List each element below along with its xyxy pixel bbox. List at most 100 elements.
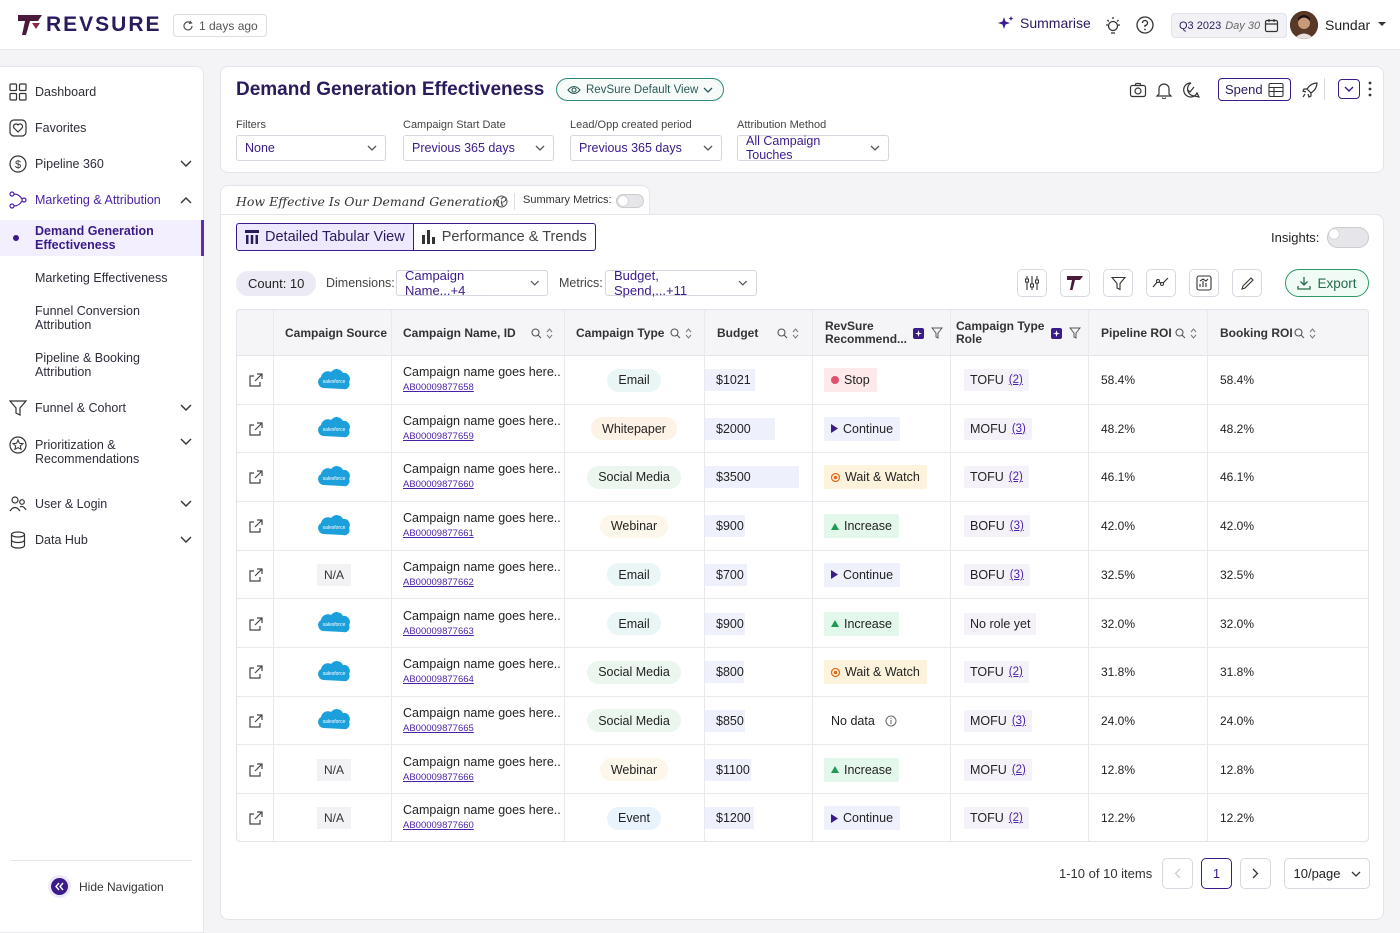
search-icon[interactable] — [670, 327, 681, 339]
campaign-id-link[interactable]: AB00009877665 — [403, 722, 474, 734]
sidebar-item-data-hub[interactable]: Data Hub — [0, 531, 204, 549]
filters-select[interactable]: None — [236, 135, 386, 161]
filter-button[interactable] — [1103, 269, 1133, 297]
campaign-id-link[interactable]: AB00009877661 — [403, 528, 474, 540]
rocket-icon[interactable] — [1301, 81, 1319, 99]
sidebar-item-pipeline-360[interactable]: $ Pipeline 360 — [0, 155, 204, 173]
avatar[interactable] — [1290, 11, 1318, 39]
sidebar-sub-funnel-conversion[interactable]: Funnel Conversion Attribution — [35, 304, 140, 332]
external-link-icon[interactable] — [249, 665, 263, 679]
info-icon[interactable] — [885, 715, 897, 727]
revsure-logo[interactable]: REVSURE — [18, 13, 162, 37]
external-link-icon[interactable] — [249, 811, 263, 825]
sidebar-item-user-login[interactable]: User & Login — [0, 495, 204, 513]
revsure-filter-button[interactable] — [1060, 269, 1090, 297]
sidebar-item-marketing-attribution[interactable]: Marketing & Attribution — [0, 191, 204, 209]
external-link-icon[interactable] — [249, 422, 263, 436]
chart-view-button[interactable] — [1189, 269, 1219, 297]
external-link-icon[interactable] — [249, 616, 263, 631]
role-count-link[interactable]: (2) — [1008, 812, 1023, 825]
campaign-id-link[interactable]: AB00009877664 — [403, 674, 474, 686]
summary-metrics-toggle[interactable] — [616, 194, 644, 208]
external-link-icon[interactable] — [249, 714, 263, 728]
campaign-id-link[interactable]: AB00009877658 — [403, 382, 474, 393]
campaign-id-link[interactable]: AB00009877666 — [403, 771, 474, 783]
search-icon[interactable] — [1175, 327, 1186, 339]
external-link-icon[interactable] — [249, 470, 263, 484]
campaign-id-link[interactable]: AB00009877659 — [403, 430, 474, 442]
bell-icon[interactable] — [1155, 81, 1173, 99]
sidebar-item-prioritization[interactable]: Prioritization & Recommendations — [0, 436, 204, 466]
search-icon[interactable] — [777, 327, 788, 339]
campaign-id-link[interactable]: AB00009877660 — [403, 479, 474, 491]
ai-sparkle-icon[interactable] — [913, 327, 924, 339]
role-count-link[interactable]: (2) — [1011, 763, 1026, 776]
prev-page-button[interactable] — [1162, 858, 1193, 889]
external-link-icon[interactable] — [249, 373, 263, 387]
role-count-link[interactable]: (2) — [1008, 471, 1023, 484]
role-cell: BOFU (3) — [964, 502, 1030, 550]
user-name[interactable]: Sundar — [1325, 17, 1371, 33]
campaign-name: Campaign name goes here.. — [403, 705, 561, 720]
attribution-method-select[interactable]: All Campaign Touches — [737, 134, 889, 162]
dimensions-select[interactable]: Campaign Name...+4 — [396, 268, 548, 298]
sort-icon[interactable] — [792, 327, 799, 339]
sidebar-item-dashboard[interactable]: Dashboard — [0, 83, 204, 101]
tab-detailed-tabular-view[interactable]: Detailed Tabular View — [236, 223, 414, 251]
theme-toggle-icon[interactable] — [1103, 15, 1123, 35]
tab-performance-trends[interactable]: Performance & Trends — [413, 223, 596, 251]
filter-icon[interactable] — [931, 327, 943, 339]
sort-icon[interactable] — [546, 327, 553, 339]
role-count-link[interactable]: (3) — [1009, 520, 1024, 533]
campaign-id-link[interactable]: AB00009877663 — [403, 625, 474, 637]
insights-toggle[interactable] — [1327, 227, 1369, 248]
external-link-icon[interactable] — [249, 568, 263, 582]
sidebar-item-favorites[interactable]: Favorites — [0, 119, 204, 137]
hide-navigation-button[interactable]: Hide Navigation — [48, 875, 164, 898]
camera-icon[interactable] — [1129, 81, 1147, 99]
info-icon[interactable] — [495, 195, 508, 208]
view-selector[interactable]: RevSure Default View — [556, 78, 725, 101]
role-count-link[interactable]: (3) — [1011, 422, 1026, 435]
external-link-icon[interactable] — [249, 762, 263, 777]
created-period-select[interactable]: Previous 365 days — [570, 135, 722, 161]
summarise-button[interactable]: Summarise — [998, 15, 1091, 31]
campaign-id-link[interactable]: AB00009877662 — [403, 576, 474, 588]
chevron-down-icon — [1351, 871, 1360, 877]
role-count-link[interactable]: (3) — [1011, 714, 1026, 727]
sidebar-sub-demand-generation[interactable]: Demand Generation Effectiveness — [0, 220, 204, 256]
export-button[interactable]: Export — [1285, 269, 1369, 297]
spend-button[interactable]: Spend — [1218, 78, 1291, 101]
sidebar-sub-pipeline-booking[interactable]: Pipeline & Booking Attribution — [35, 351, 140, 379]
search-icon[interactable] — [1294, 327, 1305, 339]
sort-icon[interactable] — [1309, 327, 1316, 339]
external-link-icon[interactable] — [249, 519, 263, 533]
more-vertical-icon[interactable] — [1368, 81, 1372, 97]
period-selector[interactable]: Q3 2023 Day 30 — [1171, 13, 1288, 38]
role-count-link[interactable]: (3) — [1009, 568, 1024, 581]
sidebar-item-funnel-cohort[interactable]: Funnel & Cohort — [0, 399, 204, 417]
sort-icon[interactable] — [1190, 327, 1197, 339]
role-count-link[interactable]: (2) — [1008, 374, 1023, 386]
ai-sparkle-icon[interactable] — [1051, 327, 1062, 339]
edit-button[interactable] — [1232, 269, 1262, 297]
page-1-button[interactable]: 1 — [1201, 858, 1232, 889]
campaign-id-link[interactable]: AB00009877660 — [403, 820, 474, 832]
campaign-start-date-select[interactable]: Previous 365 days — [403, 135, 554, 161]
search-icon[interactable] — [531, 327, 542, 339]
next-page-button[interactable] — [1240, 858, 1271, 889]
trend-button[interactable] — [1146, 269, 1176, 297]
user-menu-caret-icon[interactable] — [1377, 20, 1387, 28]
column-settings-button[interactable] — [1017, 269, 1047, 297]
sort-icon[interactable] — [685, 327, 692, 339]
collapse-button[interactable] — [1338, 79, 1360, 99]
metrics-select[interactable]: Budget, Spend,...+11 — [605, 268, 757, 298]
role-count-link[interactable]: (2) — [1008, 666, 1023, 679]
sidebar-sub-marketing-effectiveness[interactable]: Marketing Effectiveness — [35, 271, 168, 285]
page-size-select[interactable]: 10/page — [1284, 858, 1370, 889]
comment-check-icon[interactable] — [1182, 81, 1200, 99]
refresh-status[interactable]: 1 days ago — [173, 14, 267, 37]
filter-icon[interactable] — [1069, 327, 1081, 339]
column-header-name: Campaign Name, ID — [403, 310, 563, 356]
help-icon[interactable] — [1135, 15, 1155, 35]
